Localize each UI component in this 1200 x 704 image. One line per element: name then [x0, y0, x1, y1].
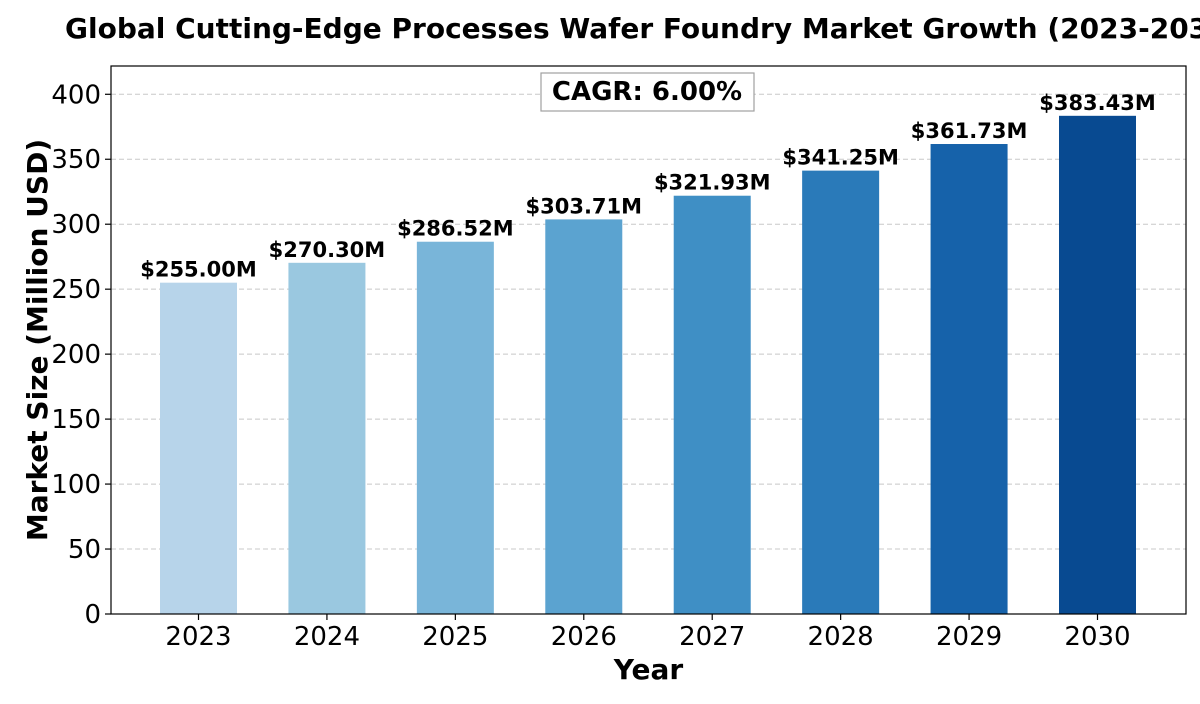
y-tick-label: 400	[51, 80, 101, 110]
bar-value-label: $255.00M	[140, 258, 257, 282]
x-tick-label: 2029	[936, 622, 1002, 652]
bar-2027	[673, 195, 751, 614]
x-tick-label: 2027	[679, 622, 745, 652]
bar-2023	[160, 282, 237, 614]
bar-value-label: $321.93M	[654, 171, 771, 195]
y-tick-label: 300	[51, 210, 101, 240]
y-tick-label: 350	[51, 145, 101, 175]
y-axis-ticks: 0 50 100 150 200 250 300 350 400	[51, 80, 111, 630]
bar-2030	[1059, 115, 1136, 614]
x-axis-label: Year	[613, 653, 684, 686]
x-tick-label: 2026	[551, 622, 617, 652]
gridlines	[111, 93, 1186, 550]
x-tick-label: 2024	[294, 622, 360, 652]
bar-value-label: $270.30M	[269, 238, 386, 262]
y-axis-label: Market Size (Million USD)	[21, 139, 54, 541]
y-tick-label: 0	[84, 600, 101, 630]
cagr-annotation-text: CAGR: 6.00%	[552, 77, 742, 107]
x-tick-label: 2025	[422, 622, 488, 652]
y-tick-label: 250	[51, 275, 101, 305]
bar-2029	[930, 144, 1008, 614]
y-tick-label: 200	[51, 340, 101, 370]
bar-value-label: $303.71M	[526, 194, 643, 218]
bar-2024	[288, 262, 366, 614]
cagr-annotation-box	[540, 72, 755, 112]
x-tick-label: 2028	[808, 622, 874, 652]
bar-value-label: $286.52M	[397, 217, 514, 241]
bar-2025	[416, 241, 494, 614]
bar-2028	[802, 170, 880, 614]
bar-value-label: $361.73M	[911, 119, 1028, 143]
bar-2026	[545, 219, 623, 614]
y-tick-label: 100	[51, 470, 101, 500]
bar-value-label: $341.25M	[782, 146, 899, 170]
bar-value-label: $383.43M	[1039, 91, 1156, 115]
x-tick-label: 2030	[1064, 622, 1130, 652]
x-axis-ticks: 2023 2024 2025 2026 2027 2028 2029 2030	[165, 614, 1131, 652]
y-tick-label: 50	[68, 535, 101, 565]
cagr-annotation: CAGR: 6.00%	[540, 72, 755, 112]
bars	[160, 115, 1136, 614]
plot-area-frame	[110, 65, 1187, 615]
bar-value-labels: $255.00M $270.30M $286.52M $303.71M $321.93M…	[140, 91, 1156, 282]
y-tick-label: 150	[51, 405, 101, 435]
x-tick-label: 2023	[165, 622, 231, 652]
chart-title: Global Cutting-Edge Processes Wafer Foun…	[65, 12, 1200, 45]
